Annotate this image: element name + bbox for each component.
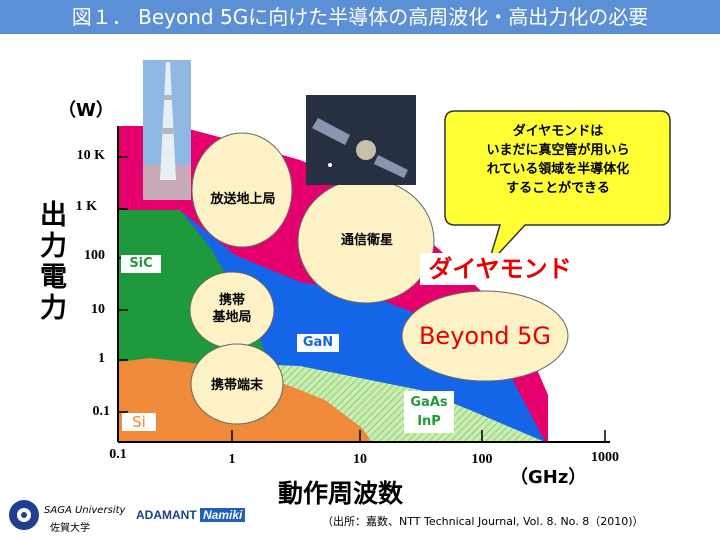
x-tick-marks [231,430,606,442]
sky-tower-photo [143,60,191,200]
si-label: Si [122,413,156,431]
callout-line4: することができる [506,181,610,196]
y-axis-unit: （W） [58,100,114,121]
y-tick-label: 100 [84,248,105,263]
x-axis-label: 動作周波数 [278,479,404,508]
callout-line1: ダイヤモンドは [512,124,604,139]
terminal-bubble [190,343,284,425]
university-name-ja: 佐賀大学 [50,523,90,534]
gaas-label-line2: InP [417,414,441,429]
y-tick-label: 1 K [75,199,97,214]
y-tick-label: 1 [98,351,105,366]
y-axis-label: 出力電力 [40,200,67,324]
citation: （出所：嘉数、NTT Technical Journal, Vol. 8. No… [322,515,644,528]
gaas-label: GaAs InP [404,391,454,433]
terminal-label: 携帯端末 [210,378,263,393]
callout-line3: れている領域を半導体化 [486,162,630,177]
base-station-label-line2: 基地局 [212,310,252,325]
base-station-label-line1: 携帯 [218,293,245,308]
callout-box [444,110,671,266]
x-tick-label: 0.1 [109,447,127,462]
title-bar: 図１． Beyond 5Gに向けた半導体の高周波化・高出力化の必要 [0,0,720,34]
y-tick-label: 0.1 [92,404,111,419]
gan-label: GaN [297,334,339,352]
x-tick-label: 1 [228,452,236,467]
satellite-photo [306,95,416,185]
broadcast-station-label: 放送地上局 [210,192,276,207]
slide-title: 図１． Beyond 5Gに向けた半導体の高周波化・高出力化の必要 [71,5,649,29]
sic-label: SiC [121,255,161,273]
beyond5g-bubble [401,290,569,382]
base-station-label: 携帯 基地局 [197,292,267,326]
company-logo-part2: Namiki [200,508,246,522]
callout-line2: いまだに真空管が用いら [486,143,630,158]
company-logo-part1: ADAMANT [136,508,197,522]
broadcast-bubble [191,132,293,248]
beyond5g-label: Beyond 5G [418,322,552,350]
gaas-label-line1: GaAs [410,395,448,410]
y-tick-label: 10 [91,302,105,317]
x-tick-label: 1000 [591,450,619,465]
x-axis-unit: （GHz） [510,467,587,488]
x-tick-label: 100 [471,452,493,467]
x-tick-label: 10 [353,452,367,467]
company-logo: ADAMANT Namiki [136,508,246,522]
y-tick-label: 10 K [76,148,105,163]
satellite-label: 通信衛星 [340,233,393,248]
diamond-label: ダイヤモンド [420,253,580,285]
saga-university-logo [9,500,39,530]
university-name-en: SAGA University [44,505,126,516]
callout-text: ダイヤモンドは いまだに真空管が用いら れている領域を半導体化 することができる [448,122,668,198]
